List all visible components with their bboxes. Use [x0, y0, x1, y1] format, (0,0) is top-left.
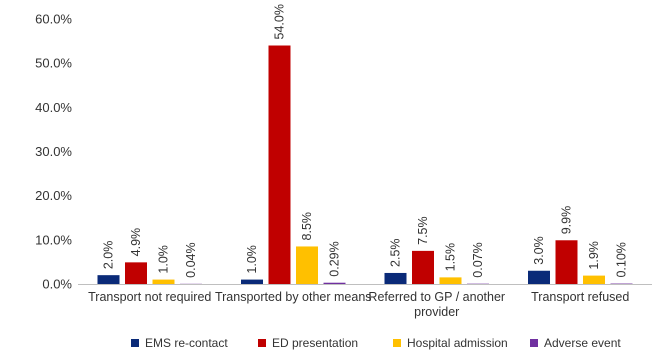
data-label: 0.04% — [184, 242, 198, 277]
x-tick-label: Transport refused — [531, 290, 629, 304]
data-label: 4.9% — [129, 228, 143, 257]
x-tick-label: Transport not required — [88, 290, 211, 304]
legend-label: EMS re-contact — [145, 336, 228, 350]
x-tick-label: Referred to GP / another — [368, 290, 505, 304]
data-label: 1.0% — [157, 245, 171, 274]
legend-swatch — [393, 339, 401, 347]
data-label: 2.5% — [389, 238, 403, 267]
bar — [439, 277, 462, 284]
bar — [610, 283, 633, 285]
x-tick-label: Transported by other means — [215, 290, 372, 304]
x-axis: Transport not required Transported by oth… — [78, 284, 652, 319]
bar — [323, 282, 346, 284]
data-label: 1.5% — [444, 243, 458, 272]
bar — [268, 45, 291, 284]
y-tick-label: 30.0% — [35, 144, 72, 159]
bar — [296, 246, 318, 284]
data-label: 1.0% — [245, 245, 259, 274]
y-axis: 0.0% 10.0% 20.0% 30.0% 40.0% 50.0% 60.0% — [35, 12, 72, 292]
legend-label: Hospital admission — [407, 336, 508, 350]
data-label: 7.5% — [416, 216, 430, 245]
data-label: 54.0% — [273, 4, 287, 39]
data-label: 2.0% — [102, 241, 116, 270]
legend-label: ED presentation — [272, 336, 358, 350]
bars — [97, 45, 633, 285]
bar — [384, 272, 407, 284]
y-tick-label: 40.0% — [35, 100, 72, 115]
data-label: 3.0% — [532, 236, 546, 265]
legend-label: Adverse event — [544, 336, 621, 350]
y-tick-label: 60.0% — [35, 12, 72, 27]
data-label: 8.5% — [300, 212, 314, 241]
data-label: 1.9% — [587, 241, 601, 270]
bar — [555, 240, 578, 284]
bar — [125, 262, 147, 284]
bar — [152, 279, 175, 284]
bar — [583, 275, 605, 284]
data-label: 0.07% — [471, 242, 485, 277]
y-tick-label: 0.0% — [42, 277, 72, 292]
legend: EMS re-contact ED presentation Hospital ad… — [131, 336, 621, 350]
data-label: 9.9% — [560, 206, 574, 235]
data-label: 0.10% — [615, 242, 629, 277]
y-tick-label: 10.0% — [35, 232, 72, 247]
legend-swatch — [530, 339, 538, 347]
legend-swatch — [258, 339, 266, 347]
data-label: 0.29% — [328, 241, 342, 276]
y-tick-label: 50.0% — [35, 56, 72, 71]
bar — [528, 270, 550, 284]
bar — [241, 279, 263, 284]
bar — [412, 250, 434, 284]
y-tick-label: 20.0% — [35, 188, 72, 203]
legend-swatch — [131, 339, 139, 347]
x-tick-label: provider — [414, 305, 459, 319]
bar — [97, 275, 120, 284]
data-labels: 2.0% 4.9% 1.0% 0.04% 1.0% 54.0% 8.5% 0.29% 2.5% 7… — [102, 4, 629, 278]
